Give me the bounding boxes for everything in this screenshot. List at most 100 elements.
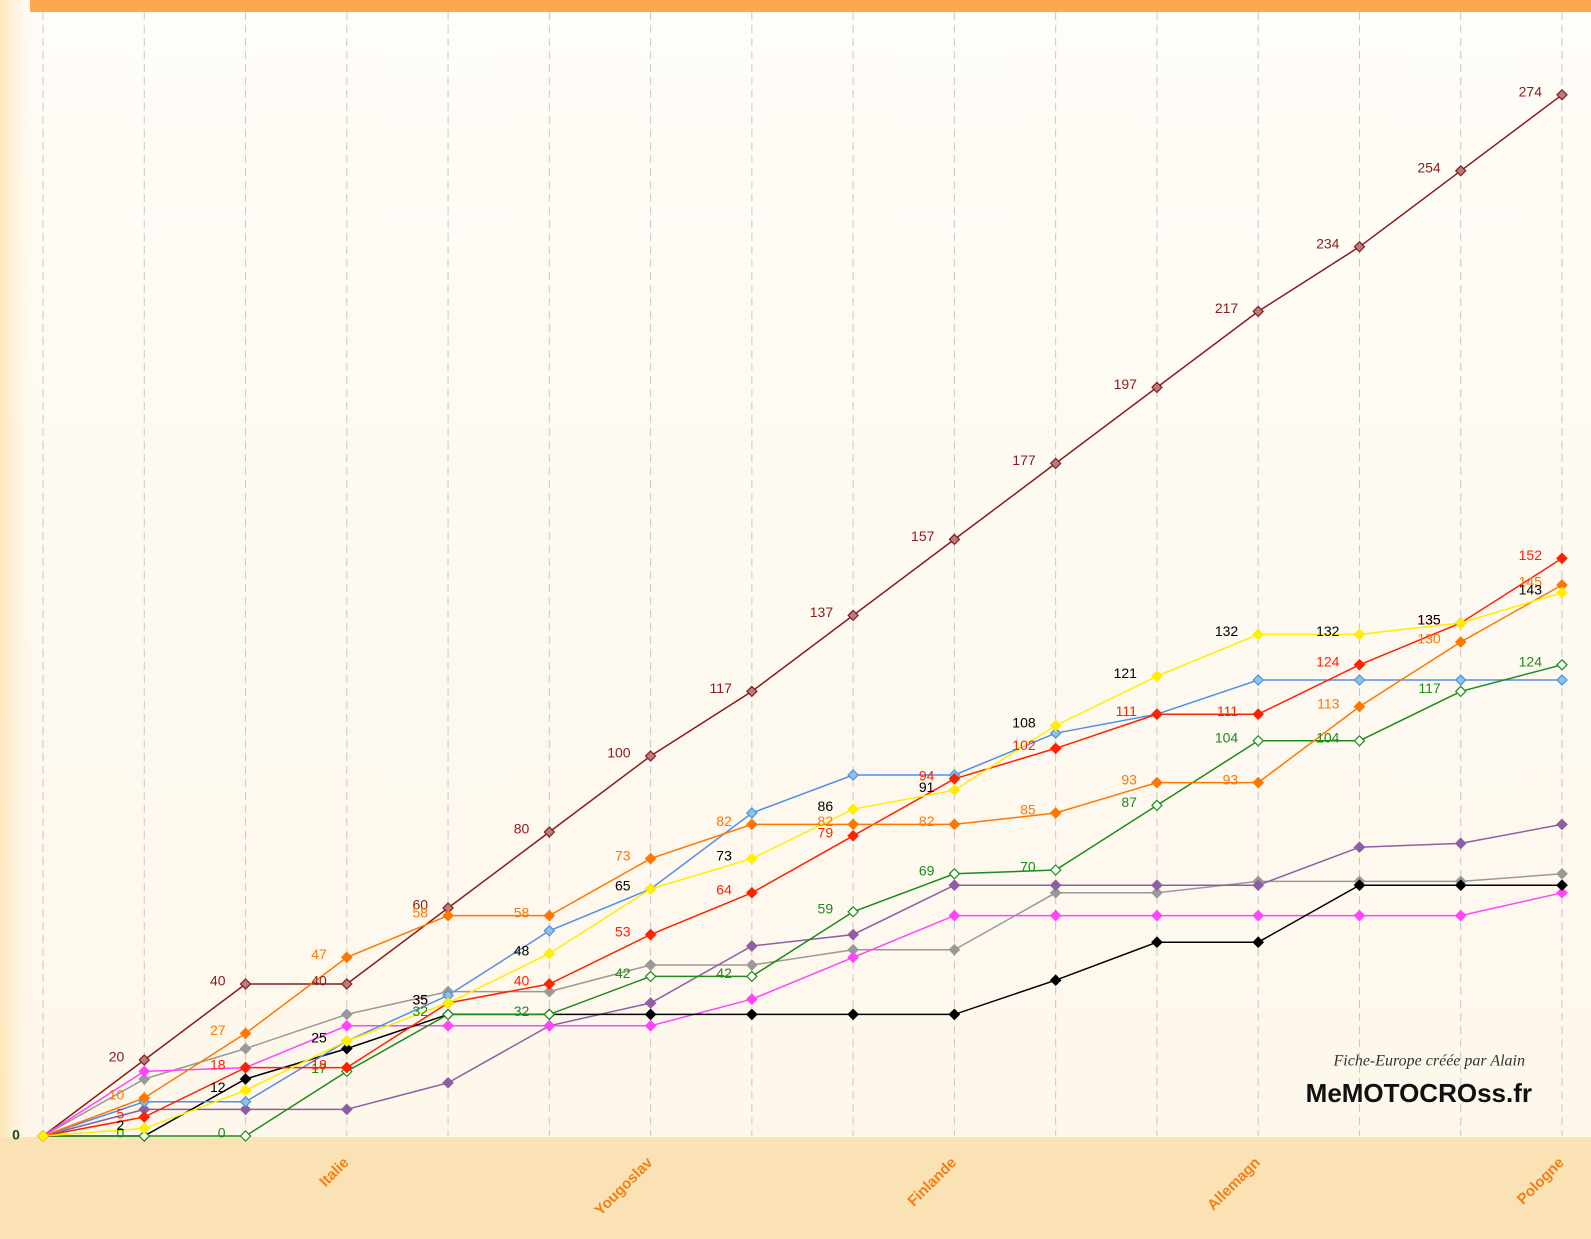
data-label: 12 [210,1079,226,1095]
data-label: 27 [210,1022,226,1038]
marker [746,818,758,831]
marker [1049,457,1062,470]
marker [1353,734,1366,747]
data-label: 17 [311,1060,327,1076]
marker [239,1061,252,1074]
marker [746,1008,758,1021]
series-line [42,94,1563,1137]
top-bar [30,0,1591,12]
data-label: 18 [311,1056,327,1072]
marker [138,1092,151,1104]
data-label: 58 [412,904,428,920]
data-label: 32 [514,1003,530,1019]
marker [644,852,657,865]
data-label: 124 [1519,654,1543,670]
data-label: 93 [1121,771,1137,787]
marker [1151,776,1163,789]
data-label: 130 [1417,631,1441,647]
marker [340,1008,353,1021]
series-line [42,892,1563,1137]
data-label: 111 [1217,703,1238,719]
marker [1454,879,1467,892]
data-label: 117 [710,680,733,696]
marker [138,1073,151,1085]
marker [644,1019,657,1032]
data-label: 0 [116,1125,124,1141]
marker [1556,886,1568,899]
data-label: 20 [109,1049,125,1065]
data-label: 85 [1020,802,1036,818]
data-label: 5 [116,1106,124,1122]
marker [543,978,556,990]
data-label: 152 [1519,547,1543,563]
marker [543,985,556,998]
series-line [42,557,1563,1137]
marker [644,883,657,895]
marker [1049,742,1062,755]
marker [1151,909,1163,922]
marker [1252,674,1265,686]
marker [1556,818,1568,831]
data-label: 121 [1114,665,1138,681]
marker [1151,936,1163,949]
y-tick-label: 0 [12,1127,20,1143]
data-label: 40 [311,973,327,989]
data-label: 2 [116,1117,124,1133]
marker [239,1130,252,1142]
data-label: 79 [818,825,834,841]
marker [1049,864,1062,876]
data-label: 82 [919,813,935,829]
data-label: 143 [1519,581,1543,597]
marker [644,928,657,941]
marker [1353,240,1366,253]
data-label: 217 [1215,300,1239,316]
marker [746,970,758,983]
marker [1556,867,1568,880]
marker [746,940,758,952]
data-label: 25 [311,1030,327,1046]
data-label: 42 [615,965,631,981]
data-label: 177 [1012,452,1036,468]
data-label: 82 [818,813,834,829]
data-label: 108 [1012,714,1036,730]
marker [1049,719,1062,732]
annotation: Fiche-Europe créée par Alain [1333,1053,1526,1070]
data-label: 135 [1417,612,1441,628]
series-line [43,884,1562,1137]
data-label: 58 [514,904,530,920]
marker [948,943,961,956]
marker [1049,909,1062,922]
marker [239,978,252,990]
marker [746,886,758,899]
marker [340,1103,353,1116]
marker [644,970,657,983]
marker [138,1065,151,1078]
marker [1454,674,1467,686]
marker [1353,841,1366,854]
marker [746,685,758,698]
marker [1556,674,1568,686]
marker [1454,909,1467,922]
data-label: 254 [1417,160,1441,176]
marker [138,1054,151,1066]
data-label: 157 [911,528,935,544]
marker [1353,700,1366,713]
marker [1151,670,1163,683]
marker [340,1061,353,1074]
data-label: 274 [1519,84,1543,100]
marker [1353,909,1366,922]
marker [1252,734,1265,747]
marker [239,1073,252,1085]
data-label: 32 [412,1003,428,1019]
marker [1252,305,1265,318]
marker [543,924,556,937]
marker [1049,807,1062,819]
marker [1151,879,1163,892]
marker [543,909,556,922]
marker [340,978,353,990]
marker [239,1084,252,1097]
marker [1454,685,1467,698]
marker [239,1103,252,1116]
marker [239,1095,252,1108]
marker [239,1027,252,1040]
